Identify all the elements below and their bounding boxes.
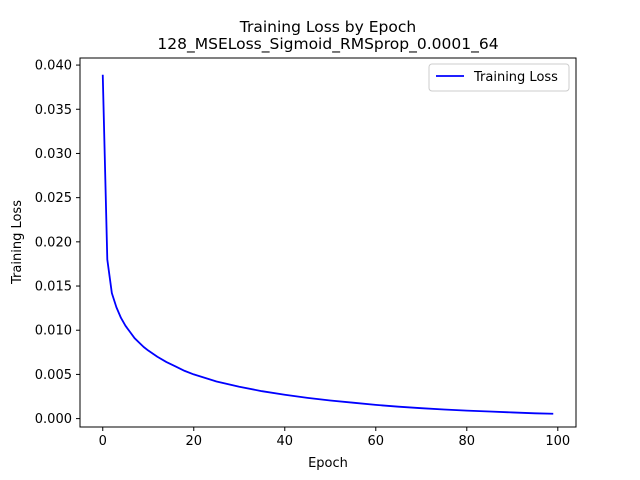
- x-tick-label: 20: [185, 434, 202, 449]
- x-tick-label: 80: [459, 434, 476, 449]
- x-axis-label: Epoch: [308, 456, 348, 471]
- legend-frame: [428, 63, 570, 92]
- y-tick-label: 0.015: [35, 280, 72, 295]
- plot-frame: [79, 57, 577, 428]
- y-axis-label: Training Loss: [10, 200, 25, 285]
- y-tick-label: 0.035: [35, 103, 72, 118]
- legend: Training Loss: [428, 63, 570, 92]
- y-tick-label: 0.040: [35, 59, 72, 74]
- chart-subtitle: 128_MSELoss_Sigmoid_RMSprop_0.0001_64: [157, 35, 498, 54]
- y-tick-label: 0.005: [35, 368, 72, 383]
- legend-label: Training Loss: [473, 70, 558, 85]
- x-tick-label: 0: [99, 434, 107, 449]
- series-line-training-loss: [101, 74, 554, 415]
- x-axis-ticks: 0 20 40 60 80 100: [99, 427, 570, 449]
- y-tick-label: 0.025: [35, 191, 72, 206]
- y-tick-label: 0.020: [35, 235, 72, 250]
- y-tick-label: 0.000: [35, 412, 72, 427]
- plot-area: [79, 57, 577, 428]
- x-tick-label: 40: [276, 434, 293, 449]
- chart-title: Training Loss by Epoch: [239, 18, 416, 36]
- y-axis-ticks: 0.000 0.005 0.010 0.015 0.020 0.025 0.030 0.035…: [35, 59, 80, 427]
- y-tick-label: 0.010: [35, 324, 72, 339]
- x-tick-label: 100: [545, 434, 570, 449]
- series-layer: [101, 74, 554, 415]
- x-tick-label: 60: [368, 434, 385, 449]
- y-tick-label: 0.030: [35, 147, 72, 162]
